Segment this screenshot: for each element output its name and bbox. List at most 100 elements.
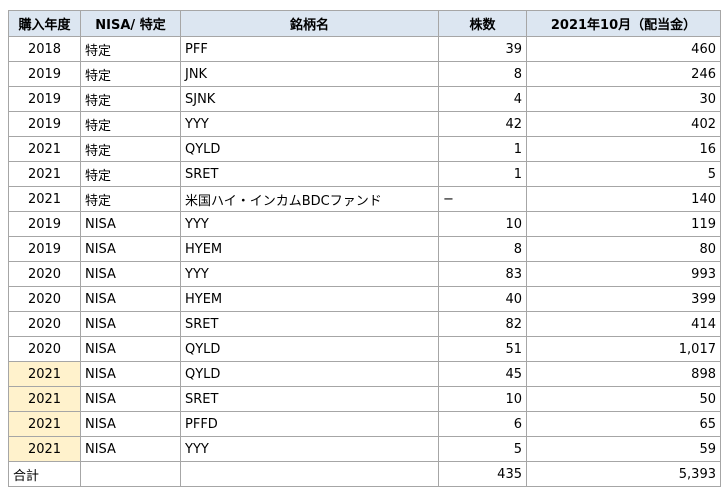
table-cell: 80 <box>526 236 721 262</box>
table-cell: NISA <box>80 411 181 437</box>
table-cell: 2020 <box>8 311 81 337</box>
table-cell: 59 <box>526 436 721 462</box>
table-cell: 特定 <box>80 36 181 62</box>
table-cell: NISA <box>80 211 181 237</box>
table-cell: NISA <box>80 311 181 337</box>
table-cell: 2021 <box>8 411 81 437</box>
table-cell: 42 <box>438 111 527 137</box>
table-cell: 435 <box>438 461 527 487</box>
table-cell: SRET <box>180 386 439 412</box>
table-row: 2020 NISA YYY 83 993 <box>8 261 721 287</box>
table-cell: 特定 <box>80 61 181 87</box>
table-cell: 5,393 <box>526 461 721 487</box>
table-cell: NISA <box>80 436 181 462</box>
table-cell: 119 <box>526 211 721 237</box>
table-cell: 2020 <box>8 261 81 287</box>
table-cell: 特定 <box>80 111 181 137</box>
table-cell: 2021 <box>8 161 81 187</box>
table-cell: 合計 <box>8 461 81 487</box>
table-cell: YYY <box>180 436 439 462</box>
column-header: 株数 <box>438 10 527 37</box>
table-cell: 2019 <box>8 211 81 237</box>
table-cell: SRET <box>180 161 439 187</box>
table-cell: 2021 <box>8 361 81 387</box>
table-row: 2020 NISA HYEM 40 399 <box>8 286 721 312</box>
table-row: 2019 特定 JNK 8 246 <box>8 61 721 87</box>
table-cell: 米国ハイ・インカムBDCファンド <box>180 186 439 212</box>
table-row: 2019 NISA YYY 10 119 <box>8 211 721 237</box>
table-row: 2018 特定 PFF 39 460 <box>8 36 721 62</box>
table-row: 2021 NISA QYLD 45 898 <box>8 361 721 387</box>
table-cell: 1 <box>438 161 527 187</box>
table-cell: 2020 <box>8 336 81 362</box>
table-cell: 2019 <box>8 86 81 112</box>
table-row: 2021 NISA PFFD 6 65 <box>8 411 721 437</box>
table-row: 2021 NISA SRET 10 50 <box>8 386 721 412</box>
table-cell: 5 <box>438 436 527 462</box>
table-cell: 82 <box>438 311 527 337</box>
column-header: NISA/ 特定 <box>80 10 181 37</box>
table-cell: 2018 <box>8 36 81 62</box>
table-cell: QYLD <box>180 336 439 362</box>
table-row: 2021 特定 QYLD 1 16 <box>8 136 721 162</box>
table-cell: 2019 <box>8 236 81 262</box>
table-cell: NISA <box>80 386 181 412</box>
table-cell: 10 <box>438 386 527 412</box>
holdings-table: 購入年度 NISA/ 特定 銘柄名 株数 2021年10月（配当金） 2018 特定 PFF… <box>8 10 721 487</box>
table-cell: QYLD <box>180 361 439 387</box>
table-cell: HYEM <box>180 236 439 262</box>
table-cell: 4 <box>438 86 527 112</box>
table-cell: 8 <box>438 236 527 262</box>
table-row: 2020 NISA QYLD 51 1,017 <box>8 336 721 362</box>
table-cell: JNK <box>180 61 439 87</box>
table-cell: NISA <box>80 361 181 387</box>
table-cell: 65 <box>526 411 721 437</box>
table-row: 2019 特定 YYY 42 402 <box>8 111 721 137</box>
table-row: 2019 特定 SJNK 4 30 <box>8 86 721 112</box>
table-cell: PFFD <box>180 411 439 437</box>
table-cell: 51 <box>438 336 527 362</box>
table-cell: 2021 <box>8 386 81 412</box>
table-cell: 2019 <box>8 61 81 87</box>
table-cell: 2021 <box>8 436 81 462</box>
table-cell: SRET <box>180 311 439 337</box>
table-cell: 6 <box>438 411 527 437</box>
table-cell: 2021 <box>8 136 81 162</box>
table-cell: 16 <box>526 136 721 162</box>
table-cell: 402 <box>526 111 721 137</box>
table-row: 2021 NISA YYY 5 59 <box>8 436 721 462</box>
table-row: 2020 NISA SRET 82 414 <box>8 311 721 337</box>
table-cell: 1 <box>438 136 527 162</box>
table-cell: − <box>438 186 527 212</box>
column-header: 購入年度 <box>8 10 81 37</box>
table-cell: NISA <box>80 236 181 262</box>
table-cell <box>180 461 439 487</box>
table-cell: SJNK <box>180 86 439 112</box>
header-row: 購入年度 NISA/ 特定 銘柄名 株数 2021年10月（配当金） <box>8 10 721 37</box>
table-row: 2021 特定 米国ハイ・インカムBDCファンド −140 <box>8 186 721 212</box>
table-cell: 140 <box>526 186 721 212</box>
table-cell: 2019 <box>8 111 81 137</box>
table-cell: NISA <box>80 336 181 362</box>
table-body: 2018 特定 PFF 39 460 2019 特定 JNK 8 246 2019 特定 SJNK 4 30… <box>8 36 721 487</box>
table-cell: 2021 <box>8 186 81 212</box>
table-cell: 1,017 <box>526 336 721 362</box>
table-cell: NISA <box>80 286 181 312</box>
table-cell: 特定 <box>80 161 181 187</box>
table-cell: 5 <box>526 161 721 187</box>
table-cell: 246 <box>526 61 721 87</box>
table-cell: YYY <box>180 111 439 137</box>
table-cell: 399 <box>526 286 721 312</box>
table-cell: 83 <box>438 261 527 287</box>
table-cell: 460 <box>526 36 721 62</box>
table-cell: PFF <box>180 36 439 62</box>
table-cell: 特定 <box>80 86 181 112</box>
table-cell: NISA <box>80 261 181 287</box>
table-cell: 993 <box>526 261 721 287</box>
table-row: 合計 435 5,393 <box>8 461 721 487</box>
table-cell: 414 <box>526 311 721 337</box>
table-cell <box>80 461 181 487</box>
table-cell: 40 <box>438 286 527 312</box>
table-cell: 45 <box>438 361 527 387</box>
